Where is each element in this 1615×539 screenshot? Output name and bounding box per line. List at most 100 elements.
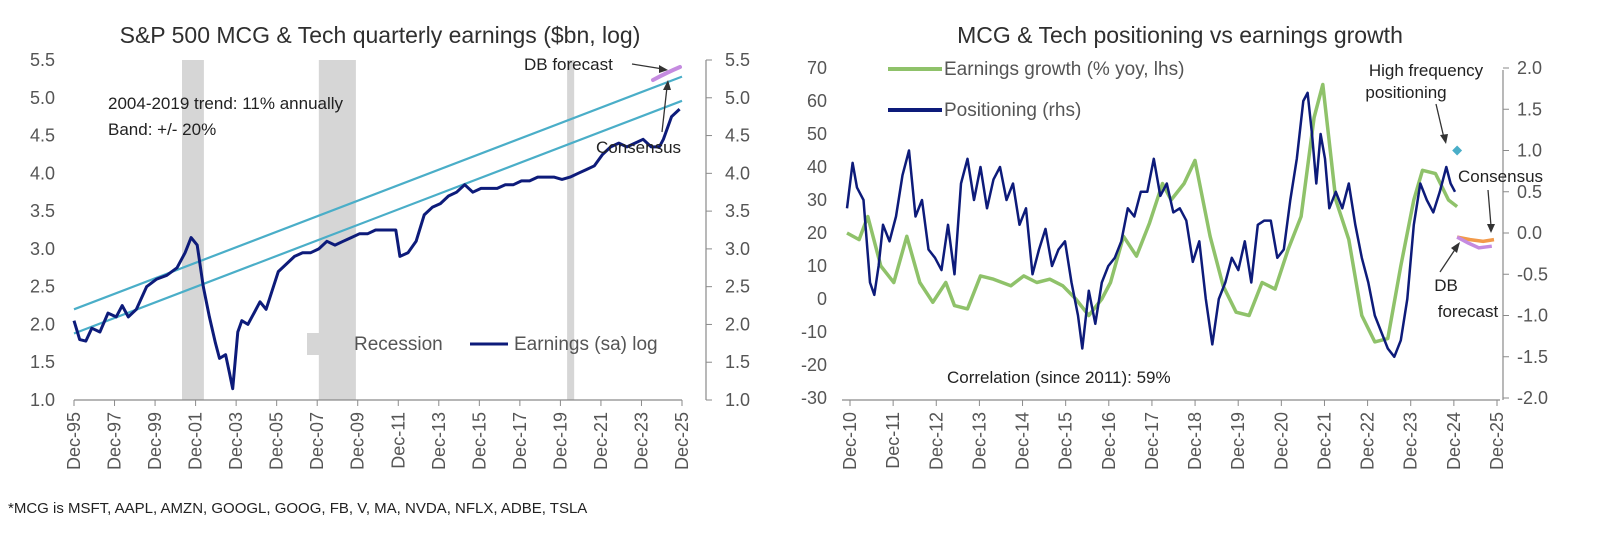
left-y-ticks-right: 1.0 1.5 2.0 2.5 3.0 3.5 4.0 4.5 5.0 5.5 bbox=[706, 50, 750, 410]
footnote: *MCG is MSFT, AAPL, AMZN, GOOGL, GOOG, F… bbox=[8, 500, 588, 517]
x-tick-label: Dec-13 bbox=[429, 412, 449, 470]
x-tick-label: Dec-19 bbox=[550, 412, 570, 470]
y-tick-label: 3.5 bbox=[30, 201, 55, 221]
x-tick-label: Dec-18 bbox=[1185, 412, 1205, 470]
high-frequency-label-2: positioning bbox=[1365, 83, 1446, 102]
x-tick-label: Dec-03 bbox=[226, 412, 246, 470]
y-tick-label-lhs: -20 bbox=[801, 355, 827, 375]
x-tick-label: Dec-95 bbox=[64, 412, 84, 470]
x-tick-label: Dec-19 bbox=[1228, 412, 1248, 470]
y-tick-label-right: 1.5 bbox=[725, 352, 750, 372]
x-tick-label: Dec-97 bbox=[105, 412, 125, 470]
x-tick-label: Dec-17 bbox=[510, 412, 530, 470]
legend-recession-label: Recession bbox=[354, 334, 443, 355]
y-tick-label-lhs: 30 bbox=[807, 190, 827, 210]
x-tick-label: Dec-24 bbox=[1444, 412, 1464, 470]
right-y-ticks-left: -30 -20 -10 0 10 20 30 40 50 60 70 bbox=[801, 58, 827, 408]
consensus-arrowhead bbox=[663, 80, 671, 90]
high-frequency-label: High frequency bbox=[1369, 61, 1484, 80]
recession-band bbox=[567, 60, 575, 400]
x-tick-label: Dec-15 bbox=[1056, 412, 1076, 470]
x-tick-label: Dec-05 bbox=[267, 412, 287, 470]
y-tick-label-right: 4.0 bbox=[725, 163, 750, 183]
legend-earnings-label: Earnings (sa) log bbox=[514, 334, 658, 355]
positioning-line bbox=[845, 91, 1457, 359]
y-tick-label-lhs: -30 bbox=[801, 388, 827, 408]
y-tick-label-lhs: 40 bbox=[807, 157, 827, 177]
y-tick-label-lhs: 0 bbox=[817, 289, 827, 309]
y-tick-label-rhs: 1.0 bbox=[1517, 141, 1542, 161]
x-tick-label: Dec-12 bbox=[926, 412, 946, 470]
y-tick-label: 4.0 bbox=[30, 163, 55, 183]
x-tick-label: Dec-23 bbox=[1401, 412, 1421, 470]
y-tick-label-rhs: -0.5 bbox=[1517, 264, 1548, 284]
left-y-ticks: 1.0 1.5 2.0 2.5 3.0 3.5 4.0 4.5 5.0 5.5 bbox=[30, 50, 55, 410]
y-tick-label-rhs: -2.0 bbox=[1517, 388, 1548, 408]
x-tick-label: Dec-09 bbox=[348, 412, 368, 470]
x-tick-label: Dec-25 bbox=[1487, 412, 1507, 470]
x-tick-label: Dec-22 bbox=[1358, 412, 1378, 470]
high-frequency-arrowhead bbox=[1440, 134, 1448, 144]
left-x-ticks: Dec-95 Dec-97 Dec-99 Dec-01 Dec-03 Dec-05 Dec-… bbox=[64, 400, 692, 470]
trend-note: 2004-2019 trend: 11% annually bbox=[108, 94, 344, 113]
db-forecast-line bbox=[651, 65, 682, 82]
right-x-ticks: Dec-10 Dec-11 Dec-12 Dec-13 Dec-14 Dec-15 Dec-… bbox=[840, 400, 1507, 470]
x-tick-label: Dec-17 bbox=[1142, 412, 1162, 470]
consensus-line bbox=[1456, 235, 1495, 244]
positioning-chart: MCG & Tech positioning vs earnings growt… bbox=[801, 22, 1548, 470]
y-tick-label: 1.5 bbox=[30, 352, 55, 372]
db-arrow-right bbox=[1439, 247, 1457, 273]
db-label-right: DB bbox=[1434, 276, 1458, 295]
x-tick-label: Dec-10 bbox=[840, 412, 860, 470]
x-tick-label: Dec-11 bbox=[883, 412, 903, 469]
y-tick-label-lhs: 10 bbox=[807, 256, 827, 276]
y-tick-label-rhs: 0.0 bbox=[1517, 223, 1542, 243]
db-forecast-label: DB forecast bbox=[524, 55, 613, 74]
y-tick-label-right: 4.5 bbox=[725, 126, 750, 146]
y-tick-label: 2.5 bbox=[30, 277, 55, 297]
consensus-label-right: Consensus bbox=[1458, 167, 1543, 186]
y-tick-label: 4.5 bbox=[30, 126, 55, 146]
x-tick-label: Dec-23 bbox=[631, 412, 651, 470]
x-tick-label: Dec-13 bbox=[969, 412, 989, 470]
db-forecast-arrowhead bbox=[659, 65, 668, 73]
db-arrowhead-right bbox=[1451, 242, 1460, 253]
high-frequency-marker bbox=[1452, 145, 1463, 156]
y-tick-label-right: 2.5 bbox=[725, 277, 750, 297]
y-tick-label: 5.0 bbox=[30, 88, 55, 108]
high-frequency-arrow bbox=[1435, 103, 1445, 139]
legend-recession-swatch bbox=[307, 333, 347, 355]
y-tick-label-lhs: 20 bbox=[807, 223, 827, 243]
y-tick-label-right: 5.0 bbox=[725, 88, 750, 108]
y-tick-label-right: 1.0 bbox=[725, 390, 750, 410]
legend-positioning-label: Positioning (rhs) bbox=[944, 100, 1081, 121]
y-tick-label: 3.0 bbox=[30, 239, 55, 259]
left-chart-title: S&P 500 MCG & Tech quarterly earnings ($… bbox=[120, 22, 641, 48]
consensus-label: Consensus bbox=[596, 138, 681, 157]
x-tick-label: Dec-01 bbox=[186, 412, 206, 470]
x-tick-label: Dec-16 bbox=[1099, 412, 1119, 470]
right-y-ticks-right: -2.0 -1.5 -1.0 -0.5 0.0 0.5 1.0 1.5 2.0 bbox=[1503, 58, 1548, 408]
y-tick-label-rhs: 1.5 bbox=[1517, 99, 1542, 119]
forecast-label-right: forecast bbox=[1438, 302, 1499, 321]
earnings-series-line bbox=[72, 108, 681, 391]
recession-band bbox=[182, 60, 204, 400]
x-tick-label: Dec-99 bbox=[145, 412, 165, 470]
trend-band bbox=[73, 75, 683, 335]
x-tick-label: Dec-14 bbox=[1013, 412, 1033, 470]
y-tick-label: 1.0 bbox=[30, 390, 55, 410]
right-chart-title: MCG & Tech positioning vs earnings growt… bbox=[957, 22, 1403, 48]
y-tick-label-rhs: -1.5 bbox=[1517, 347, 1548, 367]
earnings-growth-line bbox=[846, 82, 1459, 344]
y-tick-label-rhs: -1.0 bbox=[1517, 306, 1548, 326]
y-tick-label-right: 2.0 bbox=[725, 314, 750, 334]
consensus-arrow-right bbox=[1487, 189, 1492, 227]
x-tick-label: Dec-21 bbox=[591, 412, 611, 470]
y-tick-label-right: 3.5 bbox=[725, 201, 750, 221]
band-note: Band: +/- 20% bbox=[108, 120, 216, 139]
consensus-arrowhead-right bbox=[1487, 224, 1495, 233]
y-tick-label-right: 5.5 bbox=[725, 50, 750, 70]
x-tick-label: Dec-25 bbox=[672, 412, 692, 470]
legend-earnings-growth-label: Earnings growth (% yoy, lhs) bbox=[944, 59, 1184, 80]
